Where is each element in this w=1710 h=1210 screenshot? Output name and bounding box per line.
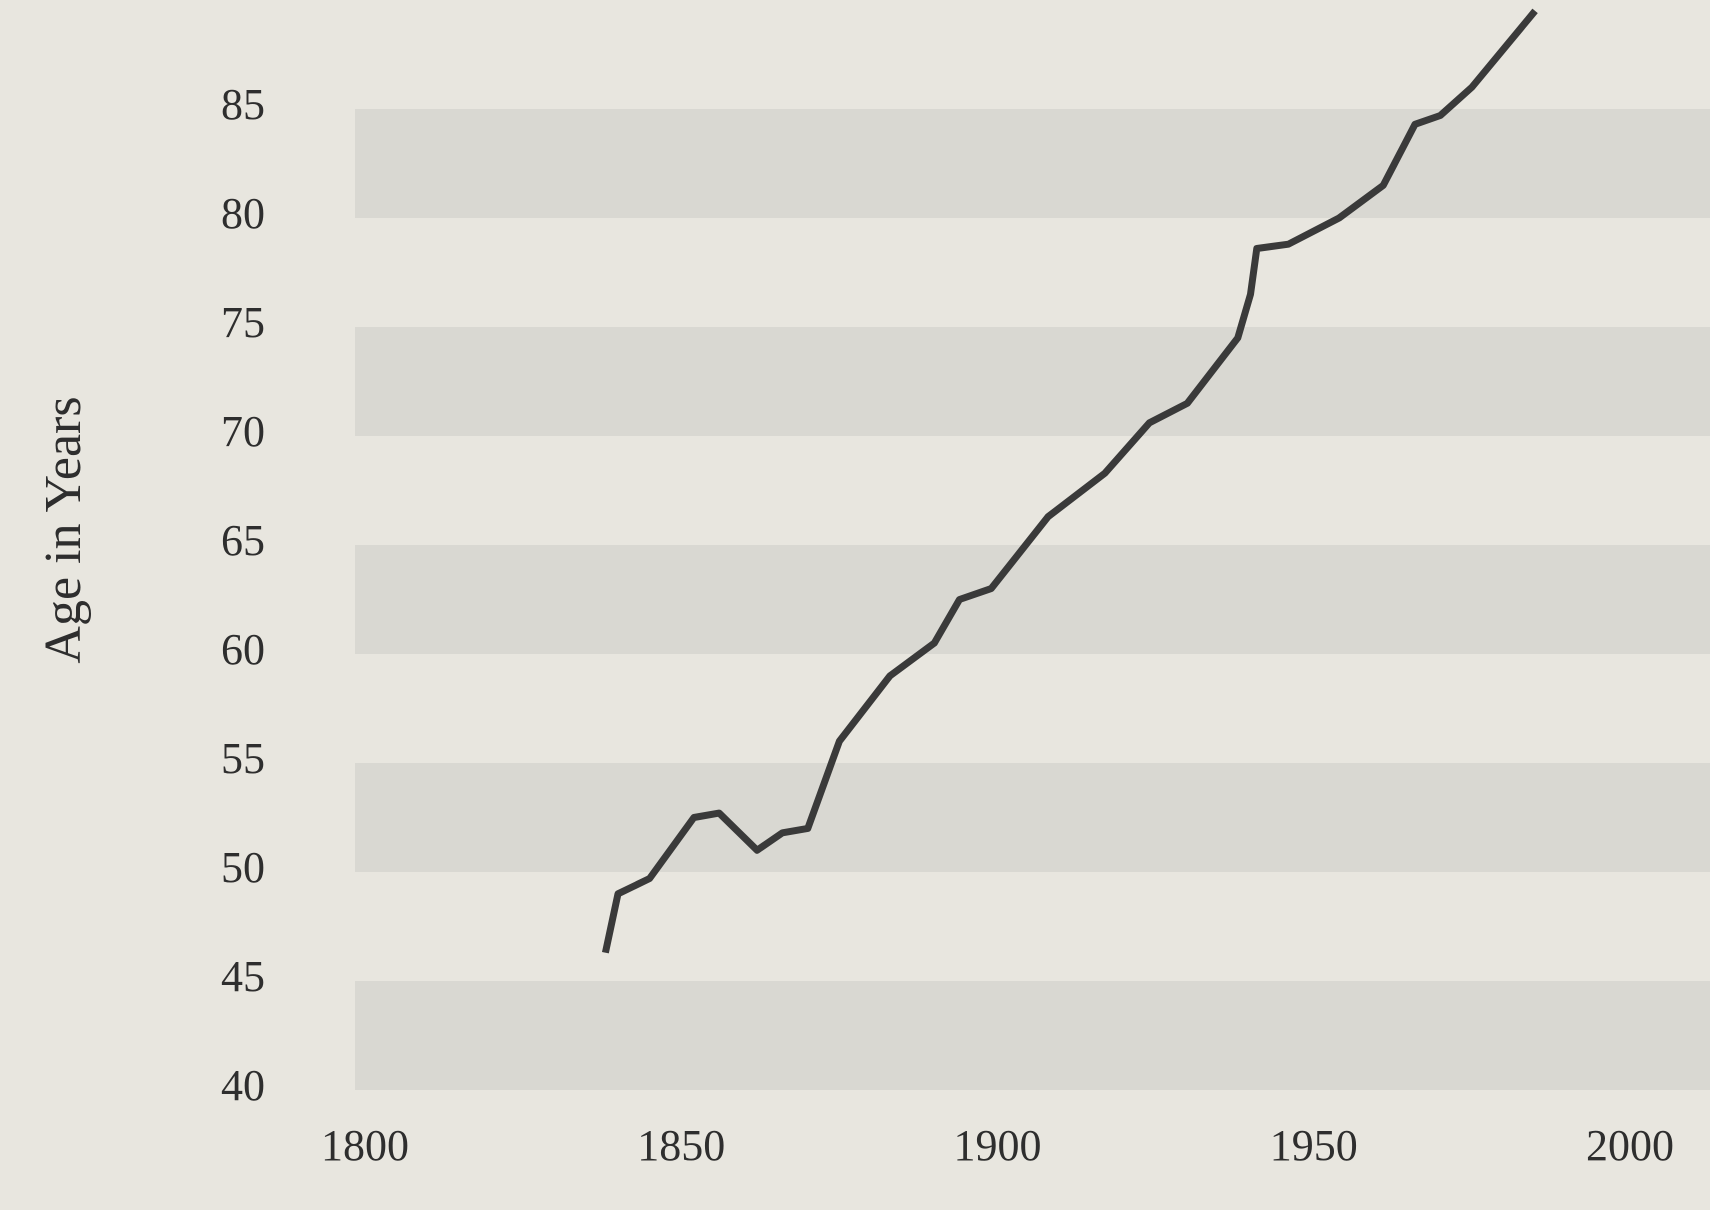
y-tick-label: 55 bbox=[221, 734, 265, 783]
grid-band bbox=[355, 763, 1710, 872]
y-axis-title: Age in Years bbox=[35, 396, 92, 663]
y-tick-label: 60 bbox=[221, 625, 265, 674]
x-tick-label: 2000 bbox=[1586, 1121, 1674, 1170]
y-tick-label: 85 bbox=[221, 80, 265, 129]
grid-band bbox=[355, 981, 1710, 1090]
y-tick-label: 75 bbox=[221, 298, 265, 347]
x-tick-label: 1950 bbox=[1270, 1121, 1358, 1170]
y-tick-label: 50 bbox=[221, 843, 265, 892]
x-tick-label: 1850 bbox=[637, 1121, 725, 1170]
x-tick-label: 1900 bbox=[954, 1121, 1042, 1170]
grid-band bbox=[355, 545, 1710, 654]
grid-band bbox=[355, 109, 1710, 218]
grid-band bbox=[355, 327, 1710, 436]
y-tick-label: 70 bbox=[221, 407, 265, 456]
x-tick-label: 1800 bbox=[321, 1121, 409, 1170]
y-tick-label: 65 bbox=[221, 516, 265, 565]
y-tick-label: 80 bbox=[221, 189, 265, 238]
y-tick-label: 40 bbox=[221, 1061, 265, 1110]
line bbox=[601, 8, 1538, 954]
y-tick-label: 45 bbox=[221, 952, 265, 1001]
